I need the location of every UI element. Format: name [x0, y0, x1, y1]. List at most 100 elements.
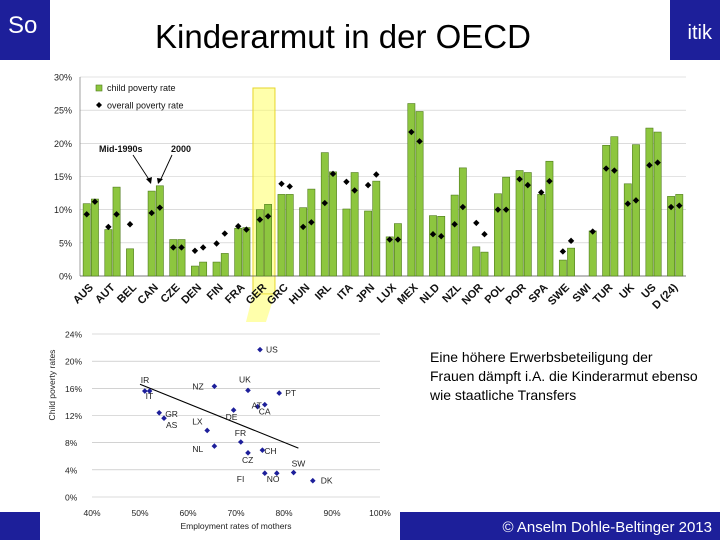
bar-y-tick-label: 10%: [54, 205, 72, 215]
bar-child-swi: [588, 230, 597, 277]
annotation-arrow-1: [132, 154, 151, 182]
point-overall-lux: [386, 236, 393, 243]
scatter-point-nl: [211, 443, 218, 449]
bar-child-mex: [415, 111, 424, 277]
point-overall-pol: [502, 206, 510, 213]
scatter-point-label: DK: [321, 476, 333, 486]
bar-x-label: DEN: [179, 282, 204, 307]
bar-child-hun: [299, 207, 308, 277]
point-overall-den: [191, 247, 199, 254]
point-overall-irl: [329, 170, 337, 178]
point-overall-spa: [546, 177, 553, 185]
scatter-point-lx: [204, 427, 210, 434]
bar-child-aus: [82, 203, 91, 277]
scatter-y-tick-label: 20%: [65, 357, 82, 367]
legend-swatch-child: [95, 84, 103, 92]
bar-x-label: LUX: [375, 281, 400, 306]
scatter-point-pt: [276, 390, 282, 396]
scatter-point-cz: [245, 450, 251, 456]
bar-child-fin: [212, 261, 221, 277]
bar-x-label: JPN: [354, 282, 378, 306]
bar-x-label: HUN: [287, 282, 312, 307]
scatter-background: [40, 328, 400, 540]
bar-child-uk: [623, 183, 632, 277]
bar-x-label: POR: [503, 282, 528, 307]
point-overall-bel: [126, 221, 134, 228]
scatter-x-tick-label: 50%: [131, 508, 148, 518]
bar-child-fra: [234, 227, 243, 277]
scatter-point-sw: [290, 469, 297, 476]
point-overall-us: [654, 159, 661, 166]
bar-child-spa: [537, 194, 546, 277]
scatter-point-label: CZ: [242, 455, 253, 465]
scatter-point-label: UK: [239, 374, 251, 384]
bar-x-label: POL: [483, 281, 508, 306]
point-overall-oecd24: [667, 203, 675, 211]
copyright: © Anselm Dohle-Beltinger 2013: [502, 519, 712, 536]
scatter-point-label: GR: [165, 409, 178, 419]
scatter-point-label: NO: [267, 474, 280, 484]
annotation-arrowhead-1: [146, 177, 152, 184]
bar-child-por: [515, 170, 524, 277]
bar-x-label: D (24): [650, 281, 680, 311]
bar-child-tur: [610, 136, 619, 277]
bar-x-label: UK: [617, 282, 637, 302]
bar-x-label: SWI: [571, 282, 594, 305]
point-overall-ger: [264, 213, 272, 220]
scatter-x-axis-label: Employment rates of mothers: [180, 521, 291, 531]
point-overall-uk: [632, 197, 640, 204]
scatter-point-label: AT: [252, 401, 262, 411]
scatter-point-as: [161, 415, 167, 422]
point-overall-aus: [83, 211, 90, 218]
point-overall-aut: [105, 223, 112, 231]
bar-child-aus: [91, 198, 99, 277]
bar-x-label: SWE: [546, 282, 572, 308]
bar-child-fra: [242, 227, 251, 277]
point-overall-can: [148, 209, 155, 217]
bar-child-aut: [112, 186, 121, 277]
scatter-point-label: LX: [192, 416, 203, 426]
header-right-fragment: itik: [687, 22, 712, 44]
point-overall-swi: [589, 228, 596, 235]
legend-label-child: child poverty rate: [107, 83, 176, 93]
bar-child-nld: [437, 216, 446, 277]
bar-x-label: CAN: [136, 282, 161, 307]
point-overall-us: [646, 162, 653, 169]
bar-child-pol: [494, 193, 502, 277]
legend-label-overall: overall poverty rate: [107, 101, 184, 111]
bar-y-tick-label: 5%: [59, 238, 72, 248]
scatter-point-label: NL: [192, 444, 203, 454]
bar-child-ita: [342, 208, 351, 277]
scatter-y-axis-label: Child poverty rates: [47, 350, 57, 421]
scatter-x-tick-label: 90%: [323, 508, 340, 518]
point-overall-aut: [113, 211, 120, 218]
point-overall-den: [199, 244, 207, 251]
point-overall-pol: [494, 206, 502, 213]
bar-x-label: FIN: [205, 282, 226, 303]
bar-child-swe: [567, 247, 575, 277]
point-overall-can: [156, 204, 164, 211]
point-overall-swe: [567, 237, 575, 245]
point-overall-fin: [213, 240, 220, 247]
bar-child-por: [523, 172, 532, 277]
bar-child-oecd24: [675, 194, 684, 277]
scatter-y-tick-label: 4%: [65, 465, 78, 475]
bar-child-fin: [220, 253, 229, 277]
point-overall-ger: [256, 216, 264, 223]
point-overall-cze: [178, 244, 185, 251]
scatter-point-label: AS: [166, 420, 178, 430]
bar-child-nor: [472, 246, 481, 277]
annotation-mid-1990s: Mid-1990s: [99, 144, 143, 154]
point-overall-lux: [394, 236, 402, 243]
scatter-x-tick-label: 100%: [369, 508, 391, 518]
bar-child-cze: [177, 239, 186, 277]
bar-child-den: [191, 265, 199, 277]
bar-x-label: AUS: [71, 282, 96, 307]
bar-child-irl: [320, 152, 329, 277]
bar-child-mex: [407, 103, 416, 277]
bar-x-label: MEX: [395, 281, 421, 307]
bar-x-label: FRA: [223, 282, 248, 307]
bar-child-spa: [545, 160, 554, 277]
